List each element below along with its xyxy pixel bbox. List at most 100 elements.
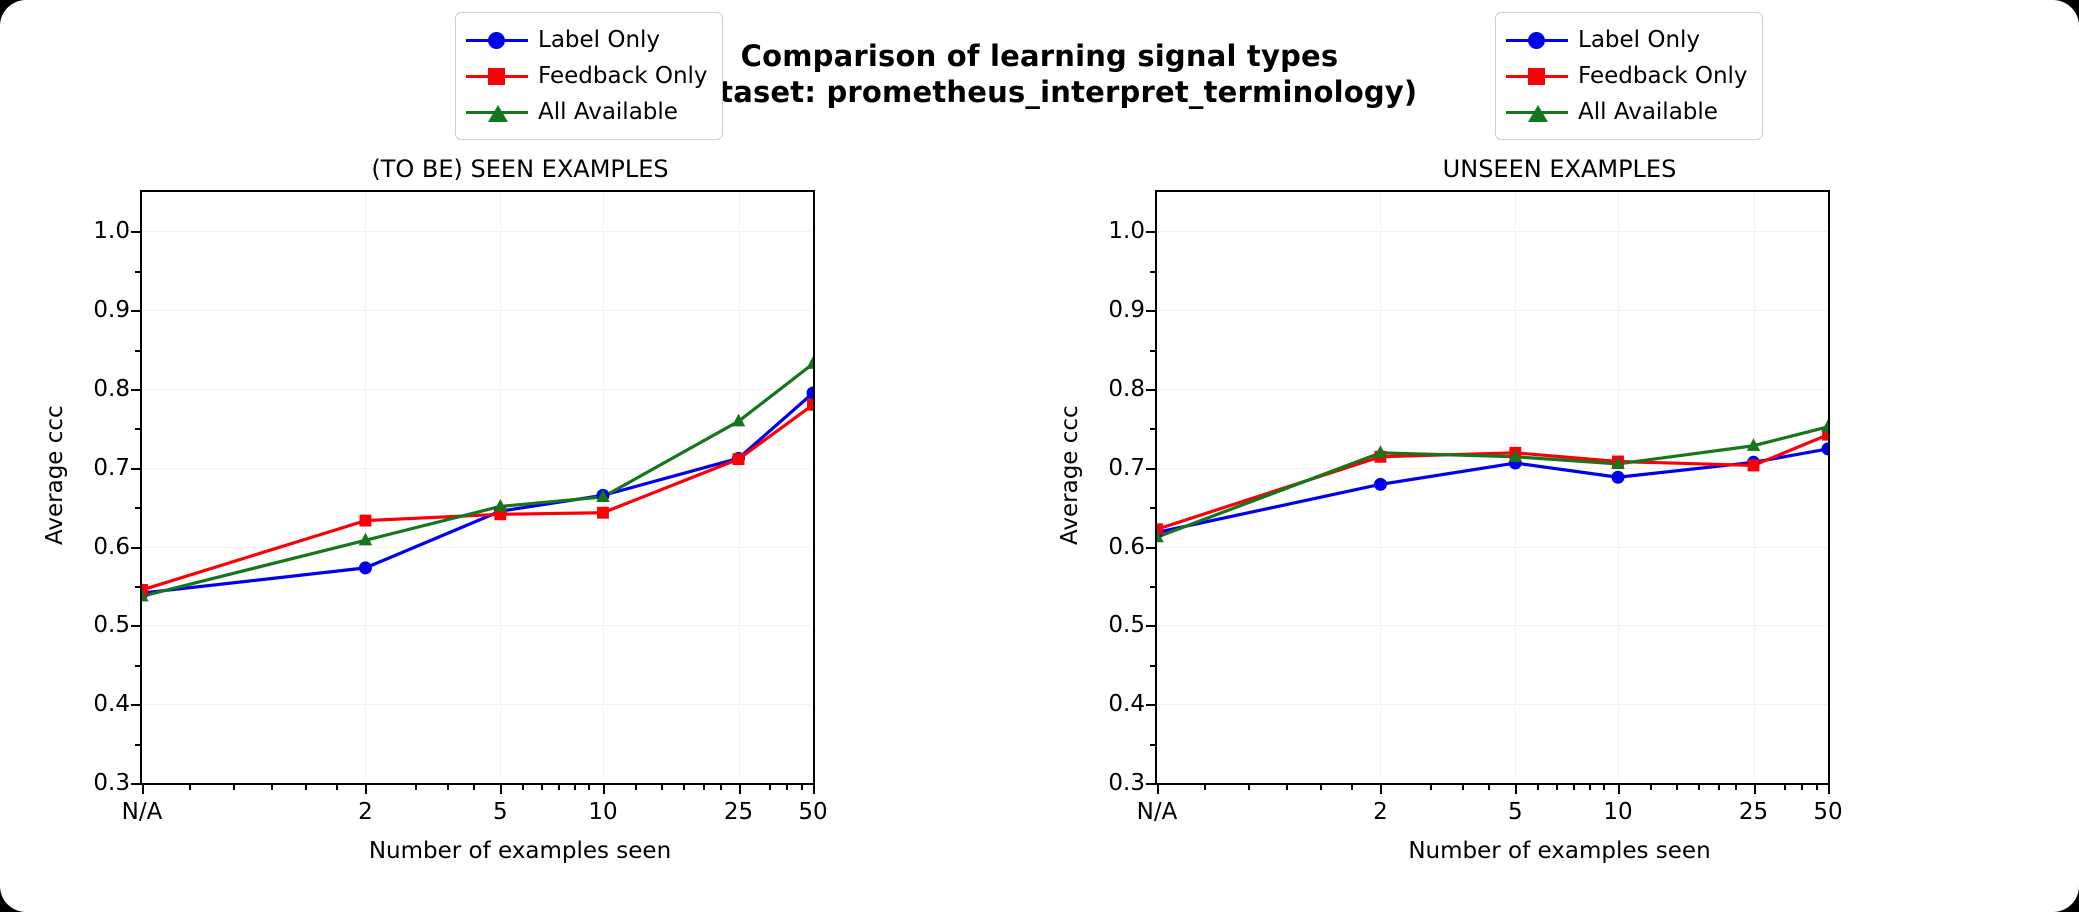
- series-line: [1157, 447, 1828, 534]
- data-point-marker: [731, 413, 746, 427]
- x-tick-minor: [702, 785, 705, 790]
- x-tick-minor: [1589, 785, 1592, 790]
- gridline-horizontal: [1157, 231, 1828, 233]
- legend-label: Feedback Only: [1578, 63, 1748, 89]
- data-point-marker: [1611, 456, 1625, 469]
- x-tick-minor: [661, 785, 664, 790]
- x-tick-minor: [1676, 785, 1679, 790]
- x-tick-minor: [472, 785, 475, 790]
- y-tick-minor: [135, 507, 140, 510]
- data-point-marker: [142, 584, 148, 596]
- x-tick-minor: [558, 785, 561, 790]
- y-tick-minor: [135, 743, 140, 746]
- gridline-horizontal: [142, 231, 813, 233]
- data-point-marker: [1821, 442, 1828, 456]
- x-tick-mark: [365, 785, 368, 794]
- y-tick-mark: [131, 546, 140, 549]
- legend-item-circle[interactable]: Label Only: [1506, 22, 1748, 58]
- x-tick-minor: [415, 785, 418, 790]
- y-tick-label: 0.7: [1108, 454, 1145, 481]
- x-tick-minor: [574, 785, 577, 790]
- gridline-horizontal: [1157, 704, 1828, 706]
- legend-swatch-icon: [1506, 27, 1568, 53]
- y-tick-label: 0.4: [1108, 691, 1145, 718]
- x-tick-label: 2: [1373, 799, 1388, 825]
- legend-seen: Label Only Feedback Only All Available: [455, 12, 723, 140]
- y-tick-minor: [135, 349, 140, 352]
- data-point-marker: [1373, 445, 1388, 458]
- subplot-seen-examples: (TO BE) SEEN EXAMPLES Average ccc Number…: [42, 12, 828, 864]
- y-tick-mark: [131, 231, 140, 234]
- x-tick-minor: [1320, 785, 1323, 790]
- gridline-horizontal: [142, 625, 813, 627]
- y-tick-mark: [1146, 310, 1155, 313]
- x-tick-minor: [1285, 785, 1288, 790]
- triangle-marker-icon: [1528, 105, 1548, 122]
- legend-item-circle[interactable]: Label Only: [466, 22, 708, 58]
- legend-label: All Available: [1578, 99, 1718, 125]
- y-tick-minor: [135, 586, 140, 588]
- y-tick-mark: [1146, 546, 1155, 549]
- x-tick-minor: [1430, 785, 1433, 790]
- legend-item-square[interactable]: Feedback Only: [1506, 58, 1748, 94]
- gridline-horizontal: [142, 310, 813, 312]
- x-tick-minor: [1573, 785, 1576, 790]
- y-tick-minor: [1150, 664, 1155, 667]
- y-tick-minor: [1150, 270, 1155, 273]
- circle-marker-icon: [1528, 32, 1545, 49]
- gridline-vertical: [738, 192, 740, 783]
- x-tick-mark: [500, 785, 503, 794]
- y-tick-mark: [1146, 704, 1155, 707]
- x-tick-minor: [720, 785, 723, 790]
- x-tick-mark: [602, 785, 605, 794]
- legend-item-square[interactable]: Feedback Only: [466, 58, 708, 94]
- data-point-marker: [1746, 438, 1761, 451]
- x-tick-mark: [738, 785, 741, 794]
- data-point-marker: [1157, 529, 1164, 543]
- series-layer: [1157, 419, 1828, 543]
- legend-swatch-icon: [466, 63, 528, 89]
- gridline-horizontal: [142, 704, 813, 706]
- gridline-horizontal: [142, 546, 813, 548]
- y-tick-mark: [131, 625, 140, 628]
- y-tick-minor: [135, 270, 140, 273]
- x-tick-mark: [142, 785, 144, 794]
- legend-label: Label Only: [1578, 27, 1701, 53]
- data-point-marker: [359, 514, 372, 527]
- x-tick-minor: [1536, 785, 1539, 790]
- x-tick-mark: [1617, 785, 1620, 794]
- data-point-marker: [494, 508, 507, 521]
- y-tick-label: 0.6: [93, 533, 130, 560]
- x-tick-minor: [588, 785, 591, 790]
- y-tick-label: 0.9: [93, 297, 130, 324]
- data-point-marker: [597, 506, 609, 519]
- x-tick-label: N/A: [1136, 799, 1178, 825]
- circle-marker-icon: [488, 32, 505, 49]
- y-tick-mark: [131, 310, 140, 313]
- gridline-vertical: [365, 192, 367, 783]
- x-tick-mark: [1828, 785, 1830, 794]
- legend-item-triangle[interactable]: All Available: [466, 94, 708, 130]
- legend-item-triangle[interactable]: All Available: [1506, 94, 1748, 130]
- y-tick-label: 0.5: [1108, 612, 1145, 639]
- x-tick-label: 5: [1507, 799, 1523, 825]
- data-point-marker: [1157, 523, 1163, 536]
- y-tick-minor: [1150, 507, 1155, 510]
- y-tick-mark: [1146, 467, 1155, 470]
- x-tick-minor: [447, 785, 450, 790]
- gridline-vertical: [1753, 192, 1755, 783]
- y-tick-label: 0.8: [1108, 376, 1145, 402]
- gridline-horizontal: [142, 467, 813, 469]
- gridline-vertical: [602, 192, 604, 783]
- y-tick-minor: [1150, 428, 1155, 431]
- x-tick-minor: [1247, 785, 1250, 790]
- y-tick-label: 0.9: [1108, 297, 1145, 324]
- y-tick-mark: [1146, 231, 1155, 234]
- subplot-title-seen: (TO BE) SEEN EXAMPLES: [371, 155, 669, 183]
- gridline-vertical: [813, 192, 814, 783]
- x-tick-minor: [305, 785, 308, 790]
- legend-label: Feedback Only: [538, 63, 708, 89]
- x-tick-minor: [1203, 785, 1206, 790]
- series-line: [1157, 433, 1828, 531]
- y-tick-mark: [1146, 783, 1155, 785]
